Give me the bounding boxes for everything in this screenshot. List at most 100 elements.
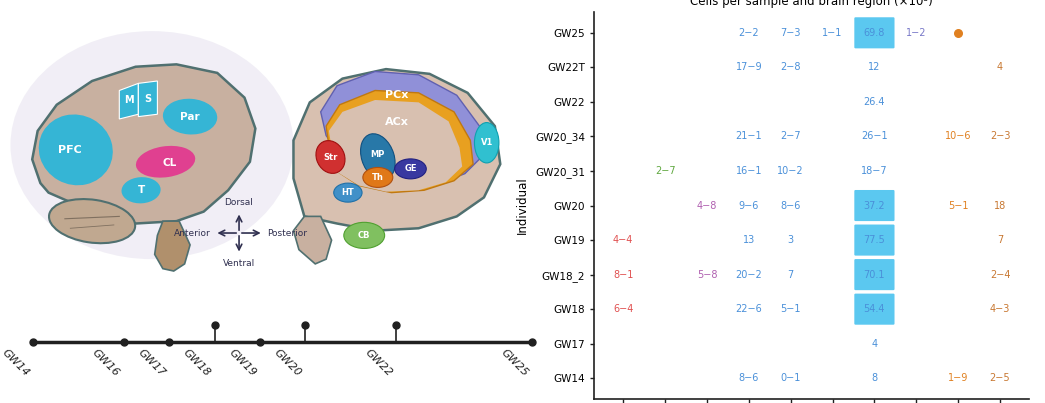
Text: 8−1: 8−1 — [613, 270, 633, 280]
Ellipse shape — [333, 183, 362, 202]
Text: 77.5: 77.5 — [863, 235, 885, 245]
FancyBboxPatch shape — [855, 259, 895, 290]
Text: 12: 12 — [868, 62, 881, 73]
Text: 10−2: 10−2 — [777, 166, 804, 176]
Text: 2−2: 2−2 — [739, 28, 759, 38]
Text: CB: CB — [358, 231, 371, 240]
Text: GW17: GW17 — [136, 347, 167, 378]
Ellipse shape — [136, 146, 195, 178]
Text: 70.1: 70.1 — [863, 270, 885, 280]
Text: 5−8: 5−8 — [697, 270, 717, 280]
FancyBboxPatch shape — [855, 294, 895, 325]
Text: 1−1: 1−1 — [822, 28, 842, 38]
Polygon shape — [294, 216, 331, 264]
Text: Anterior: Anterior — [173, 229, 211, 237]
Text: PFC: PFC — [59, 145, 83, 155]
Text: GW22: GW22 — [363, 347, 394, 378]
Ellipse shape — [474, 123, 498, 163]
Text: Ventral: Ventral — [223, 259, 255, 268]
Ellipse shape — [344, 222, 385, 249]
Text: 8−6: 8−6 — [781, 201, 800, 210]
Polygon shape — [294, 69, 501, 231]
Polygon shape — [321, 71, 484, 185]
Text: 2−7: 2−7 — [781, 131, 802, 141]
FancyBboxPatch shape — [855, 224, 895, 256]
Text: V1: V1 — [481, 138, 493, 147]
Text: 18−7: 18−7 — [861, 166, 888, 176]
Text: MP: MP — [371, 150, 385, 159]
Text: 22−6: 22−6 — [736, 304, 762, 314]
Text: 13: 13 — [743, 235, 754, 245]
Text: 69.8: 69.8 — [864, 28, 885, 38]
Ellipse shape — [395, 159, 426, 179]
Text: Par: Par — [180, 112, 200, 122]
Text: S: S — [144, 93, 152, 104]
Text: 3: 3 — [788, 235, 794, 245]
Text: 5−1: 5−1 — [948, 201, 969, 210]
Text: GW16: GW16 — [91, 347, 121, 378]
Text: 10−6: 10−6 — [945, 131, 972, 141]
Ellipse shape — [316, 141, 345, 173]
Text: PCx: PCx — [386, 90, 409, 100]
Text: 5−1: 5−1 — [781, 304, 800, 314]
Text: 7−3: 7−3 — [781, 28, 800, 38]
Text: 7: 7 — [788, 270, 794, 280]
Ellipse shape — [39, 114, 113, 185]
Text: 4−8: 4−8 — [697, 201, 717, 210]
Text: 21−1: 21−1 — [736, 131, 762, 141]
Text: 2−3: 2−3 — [990, 131, 1011, 141]
Text: 1−2: 1−2 — [906, 28, 927, 38]
Polygon shape — [155, 221, 190, 271]
Text: 9−6: 9−6 — [739, 201, 759, 210]
Text: Str: Str — [323, 152, 338, 162]
Text: 2−5: 2−5 — [990, 373, 1011, 383]
Ellipse shape — [361, 134, 395, 180]
Polygon shape — [326, 91, 473, 193]
Polygon shape — [329, 100, 462, 192]
Text: 26−1: 26−1 — [861, 131, 888, 141]
Text: GW25: GW25 — [498, 347, 530, 378]
Text: CL: CL — [162, 158, 177, 168]
Text: 8−6: 8−6 — [739, 373, 759, 383]
Text: Posterior: Posterior — [268, 229, 307, 237]
Text: GW19: GW19 — [227, 347, 258, 378]
Text: 7: 7 — [997, 235, 1003, 245]
Text: GW18: GW18 — [181, 347, 212, 378]
Polygon shape — [138, 81, 158, 116]
Text: 4: 4 — [997, 62, 1003, 73]
Text: 2−7: 2−7 — [655, 166, 675, 176]
Text: ACx: ACx — [385, 117, 409, 127]
Polygon shape — [32, 64, 255, 224]
FancyBboxPatch shape — [855, 190, 895, 221]
Text: 4: 4 — [872, 339, 878, 349]
Text: 20−2: 20−2 — [736, 270, 762, 280]
Text: 17−9: 17−9 — [736, 62, 762, 73]
Polygon shape — [119, 83, 138, 119]
Ellipse shape — [49, 199, 135, 243]
Text: 6−4: 6−4 — [613, 304, 633, 314]
Text: Th: Th — [372, 173, 384, 182]
Text: 37.2: 37.2 — [863, 201, 885, 210]
Text: 18: 18 — [994, 201, 1006, 210]
Text: 54.4: 54.4 — [863, 304, 885, 314]
Ellipse shape — [363, 168, 393, 187]
Text: GW20: GW20 — [272, 347, 303, 378]
Ellipse shape — [121, 177, 161, 204]
Text: 8: 8 — [872, 373, 878, 383]
Text: Dorsal: Dorsal — [225, 198, 254, 207]
FancyBboxPatch shape — [855, 17, 895, 48]
Text: HT: HT — [342, 188, 354, 197]
Text: M: M — [123, 95, 134, 105]
Text: GE: GE — [404, 164, 417, 173]
Ellipse shape — [163, 99, 217, 135]
Y-axis label: Individual: Individual — [516, 177, 530, 235]
Text: 26.4: 26.4 — [863, 97, 885, 107]
Text: 0−1: 0−1 — [781, 373, 800, 383]
Text: 2−4: 2−4 — [990, 270, 1011, 280]
Title: Cells per sample and brain region (×10³): Cells per sample and brain region (×10³) — [691, 0, 933, 8]
Point — [950, 29, 967, 36]
Text: T: T — [138, 185, 144, 195]
Text: 4−4: 4−4 — [613, 235, 633, 245]
Text: 2−8: 2−8 — [781, 62, 800, 73]
Ellipse shape — [10, 31, 294, 259]
